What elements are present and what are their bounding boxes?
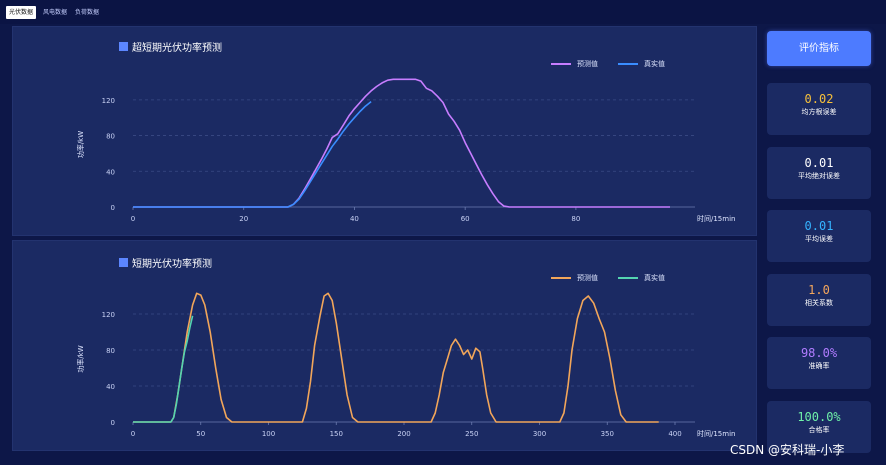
y-tick-label: 40 [106, 168, 115, 176]
y-tick-label: 80 [106, 133, 115, 141]
x-tick-label: 50 [196, 430, 205, 438]
y-tick-label: 120 [102, 97, 115, 105]
tab-load-data[interactable]: 负荷数据 [75, 9, 100, 16]
x-tick-label: 40 [350, 215, 359, 223]
legend-item-actual[interactable]: 真实值 [618, 59, 665, 69]
x-tick-label: 150 [330, 430, 343, 438]
metric-card-mean-error: 0.01 平均误差 [767, 210, 871, 262]
watermark: CSDN @安科瑞-小李 [730, 443, 845, 457]
y-tick-label: 0 [111, 419, 115, 427]
legend-line-icon [618, 63, 638, 65]
metric-card-correlation: 1.0 相关系数 [767, 274, 871, 326]
top-tab-bar: 光伏数据 风电数据 负荷数据 [0, 0, 886, 24]
y-tick-label: 0 [111, 204, 115, 212]
metric-card-accuracy: 98.0% 准确率 [767, 337, 871, 389]
x-tick-label: 400 [668, 430, 681, 438]
ultra-short-term-chart: 0 40 80 120 0 20 40 60 80 时间/15min 功率/kW [76, 78, 735, 223]
title-marker-icon [119, 42, 128, 51]
x-tick-label: 20 [239, 215, 248, 223]
x-tick-label: 250 [465, 430, 478, 438]
series-line-predicted [133, 78, 670, 208]
evaluation-metrics-button[interactable]: 评价指标 [767, 31, 871, 66]
metric-label: 平均绝对误差 [798, 172, 840, 180]
metric-label: 平均误差 [805, 235, 833, 243]
x-tick-label: 80 [571, 215, 580, 223]
title-marker-icon [119, 258, 128, 267]
x-tick-label: 350 [601, 430, 614, 438]
legend-line-icon [618, 277, 638, 279]
metric-label: 合格率 [808, 426, 830, 434]
legend-line-icon [551, 63, 571, 65]
metric-value: 1.0 [808, 283, 830, 297]
metric-card-mae: 0.01 平均绝对误差 [767, 147, 871, 199]
x-axis-label: 时间/15min [697, 429, 735, 438]
chart-title: 超短期光伏功率预测 [132, 43, 222, 54]
metric-value: 98.0% [800, 346, 838, 360]
legend-item-actual[interactable]: 真实值 [618, 273, 665, 283]
metric-label: 相关系数 [805, 299, 833, 307]
ultra-short-term-panel: 超短期光伏功率预测 预测值 真实值 0 40 80 120 0 20 40 60 80 时间/15… [12, 26, 757, 236]
short-term-panel: 短期光伏功率预测 预测值 真实值 0 40 80 120 0 50 100 150 200 250… [12, 240, 757, 451]
chart-legend: 预测值 真实值 [551, 273, 665, 283]
x-tick-label: 60 [461, 215, 470, 223]
panel-title: 短期光伏功率预测 [119, 255, 212, 270]
metric-value: 0.01 [804, 156, 834, 170]
y-tick-label: 120 [102, 311, 115, 319]
metric-value: 0.02 [804, 92, 834, 106]
x-tick-label: 200 [397, 430, 410, 438]
metric-card-pass-rate: 100.0% 合格率 [767, 401, 871, 453]
series-line-predicted [133, 292, 659, 423]
legend-label: 预测值 [577, 60, 598, 68]
chart-title: 短期光伏功率预测 [132, 259, 212, 270]
metric-value: 100.0% [797, 410, 841, 424]
y-tick-label: 40 [106, 383, 115, 391]
legend-label: 预测值 [577, 274, 598, 282]
metric-value: 0.01 [804, 219, 834, 233]
series-line-actual [133, 315, 194, 423]
legend-item-predicted[interactable]: 预测值 [551, 273, 598, 283]
legend-line-icon [551, 277, 571, 279]
x-tick-label: 300 [533, 430, 546, 438]
x-tick-label: 0 [131, 215, 135, 223]
legend-item-predicted[interactable]: 预测值 [551, 59, 598, 69]
short-term-chart: 0 40 80 120 0 50 100 150 200 250 300 350 400 时间/15min… [76, 292, 735, 438]
x-tick-label: 100 [262, 430, 275, 438]
series-line-actual [133, 100, 372, 208]
y-axis-label: 功率/kW [76, 131, 85, 158]
metric-label: 准确率 [808, 362, 830, 370]
legend-label: 真实值 [644, 60, 665, 68]
panel-title: 超短期光伏功率预测 [119, 39, 222, 54]
metric-card-rmse: 0.02 均方根误差 [767, 83, 871, 135]
chart-legend: 预测值 真实值 [551, 59, 665, 69]
y-tick-label: 80 [106, 347, 115, 355]
legend-label: 真实值 [644, 274, 665, 282]
metric-label: 均方根误差 [801, 108, 837, 116]
x-axis-label: 时间/15min [697, 214, 735, 223]
tab-pv-data[interactable]: 光伏数据 [6, 6, 37, 19]
y-axis-label: 功率/kW [76, 345, 85, 372]
tab-wind-data[interactable]: 风电数据 [43, 9, 68, 16]
x-tick-label: 0 [131, 430, 135, 438]
